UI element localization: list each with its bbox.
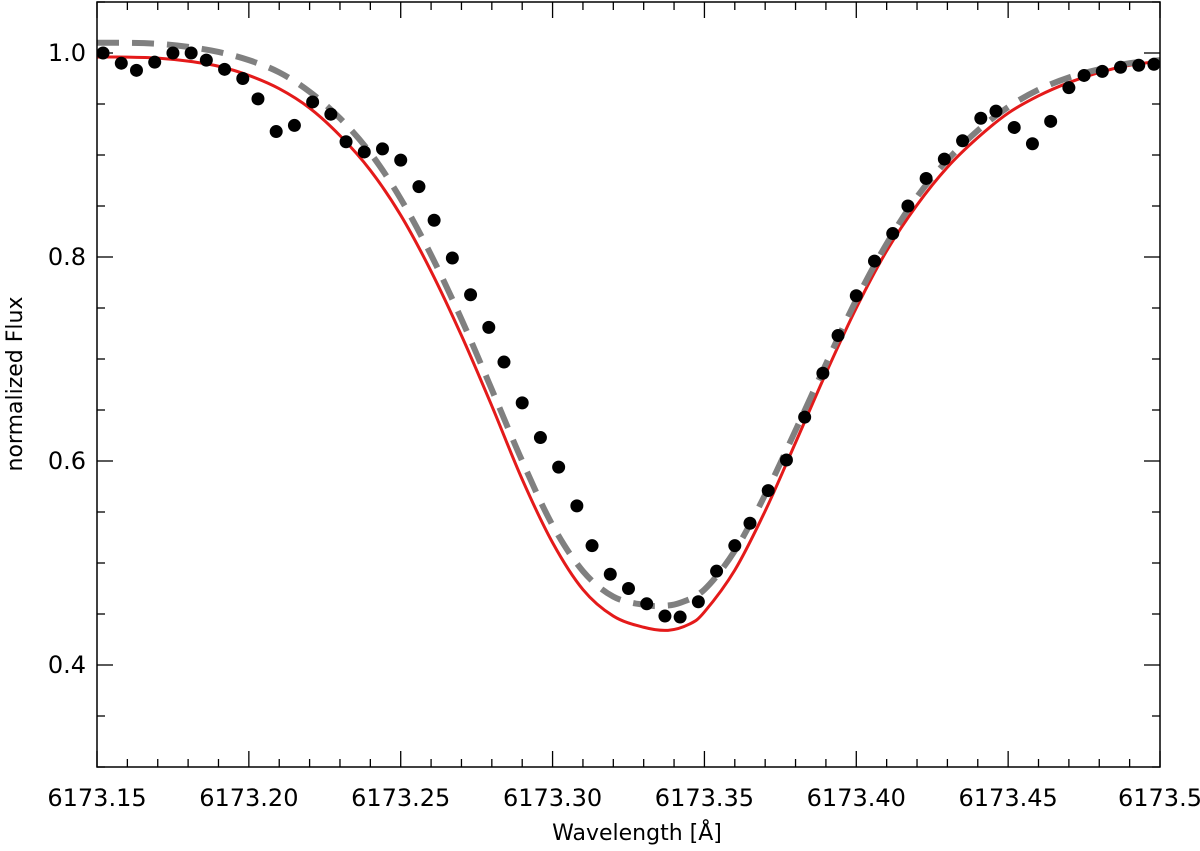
data-point bbox=[640, 597, 654, 611]
data-point bbox=[533, 431, 547, 445]
data-point bbox=[199, 53, 213, 67]
data-point bbox=[673, 610, 687, 624]
y-tick-label: 0.8 bbox=[48, 243, 86, 271]
data-point bbox=[1025, 137, 1039, 151]
data-point bbox=[886, 227, 900, 241]
data-point bbox=[515, 396, 529, 410]
series-layer bbox=[97, 39, 1160, 632]
data-point bbox=[816, 366, 830, 380]
data-point bbox=[1114, 60, 1128, 74]
data-point bbox=[324, 107, 338, 121]
data-point bbox=[622, 582, 635, 595]
x-tick-label: 6173.15 bbox=[47, 784, 146, 812]
data-point bbox=[1077, 68, 1091, 82]
data-point bbox=[427, 213, 441, 227]
data-point bbox=[831, 329, 845, 343]
data-point bbox=[603, 567, 617, 581]
data-point bbox=[570, 499, 584, 513]
data-point bbox=[339, 135, 353, 149]
data-point bbox=[974, 111, 988, 125]
solid-model-line bbox=[97, 55, 1160, 632]
data-point bbox=[184, 46, 198, 60]
data-point bbox=[269, 125, 283, 139]
data-point bbox=[218, 62, 232, 76]
data-point bbox=[497, 355, 511, 369]
data-point bbox=[482, 320, 496, 334]
data-point bbox=[728, 539, 742, 553]
x-tick-label: 6173.35 bbox=[655, 784, 754, 812]
data-point bbox=[445, 251, 459, 265]
x-tick-label: 6173.40 bbox=[807, 784, 906, 812]
data-point bbox=[989, 104, 1003, 118]
x-tick-label: 6173.20 bbox=[199, 784, 298, 812]
data-point bbox=[956, 134, 970, 148]
data-point bbox=[743, 516, 757, 530]
data-point bbox=[129, 63, 143, 77]
data-point bbox=[1095, 64, 1109, 78]
dashed-model-line bbox=[97, 39, 1160, 610]
data-point bbox=[412, 180, 426, 194]
data-point bbox=[464, 288, 478, 302]
data-point bbox=[585, 539, 599, 553]
x-tick-label: 6173.5 bbox=[1118, 784, 1200, 812]
data-point bbox=[287, 118, 301, 132]
data-point bbox=[236, 72, 250, 85]
data-point bbox=[849, 289, 863, 303]
data-point bbox=[901, 199, 915, 213]
data-point bbox=[357, 145, 371, 159]
data-point bbox=[868, 254, 882, 268]
data-point bbox=[1132, 58, 1146, 72]
data-point bbox=[306, 95, 320, 109]
data-point bbox=[148, 55, 162, 69]
x-axis-title: Wavelength [Å] bbox=[552, 819, 722, 846]
data-point bbox=[552, 460, 566, 474]
data-point bbox=[798, 410, 812, 424]
x-tick-label: 6173.45 bbox=[959, 784, 1058, 812]
y-tick-label: 0.4 bbox=[48, 651, 86, 679]
y-axis-title: normalized Flux bbox=[3, 297, 28, 472]
data-point bbox=[658, 609, 672, 623]
data-point bbox=[114, 56, 128, 70]
data-point bbox=[1007, 120, 1021, 134]
data-point bbox=[779, 453, 793, 467]
y-tick-label: 1.0 bbox=[48, 39, 86, 67]
data-point bbox=[394, 153, 408, 167]
data-point bbox=[375, 142, 389, 156]
data-point bbox=[937, 152, 951, 166]
data-point bbox=[251, 92, 265, 106]
data-point bbox=[1147, 57, 1160, 71]
data-point bbox=[919, 171, 933, 185]
data-point bbox=[761, 484, 775, 498]
data-point bbox=[710, 564, 724, 578]
data-point bbox=[1062, 81, 1076, 95]
plot-frame bbox=[96, 1, 1161, 768]
y-tick-label: 0.6 bbox=[48, 447, 86, 475]
x-tick-label: 6173.25 bbox=[351, 784, 450, 812]
data-point bbox=[166, 46, 180, 60]
ticks-layer: 6173.15 6173.20 6173.25 6173.30 6173.35 6173.… bbox=[47, 1, 1200, 812]
data-point bbox=[691, 595, 705, 609]
data-point bbox=[1044, 114, 1058, 128]
x-tick-label: 6173.30 bbox=[503, 784, 602, 812]
